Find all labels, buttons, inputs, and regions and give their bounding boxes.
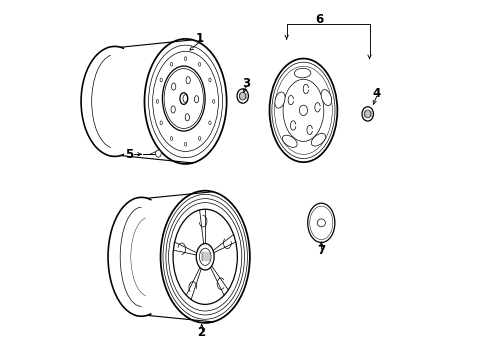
Text: 6: 6	[315, 13, 323, 26]
Text: 1: 1	[195, 32, 203, 45]
Text: 5: 5	[125, 148, 133, 161]
Text: 2: 2	[197, 327, 205, 339]
Ellipse shape	[196, 244, 214, 270]
Ellipse shape	[282, 135, 297, 147]
Ellipse shape	[173, 209, 237, 305]
Ellipse shape	[311, 134, 325, 146]
Ellipse shape	[361, 107, 373, 121]
Ellipse shape	[144, 39, 226, 164]
Ellipse shape	[283, 79, 323, 141]
Ellipse shape	[294, 68, 310, 78]
Text: 4: 4	[372, 87, 380, 100]
Ellipse shape	[237, 89, 248, 103]
Ellipse shape	[321, 90, 331, 105]
Ellipse shape	[160, 191, 249, 323]
Ellipse shape	[162, 66, 204, 131]
Ellipse shape	[269, 59, 337, 162]
Ellipse shape	[307, 203, 334, 243]
Text: 7: 7	[317, 244, 325, 257]
Text: 3: 3	[242, 77, 250, 90]
Ellipse shape	[274, 92, 285, 108]
Ellipse shape	[81, 46, 148, 157]
Ellipse shape	[108, 197, 175, 316]
Ellipse shape	[155, 150, 161, 157]
